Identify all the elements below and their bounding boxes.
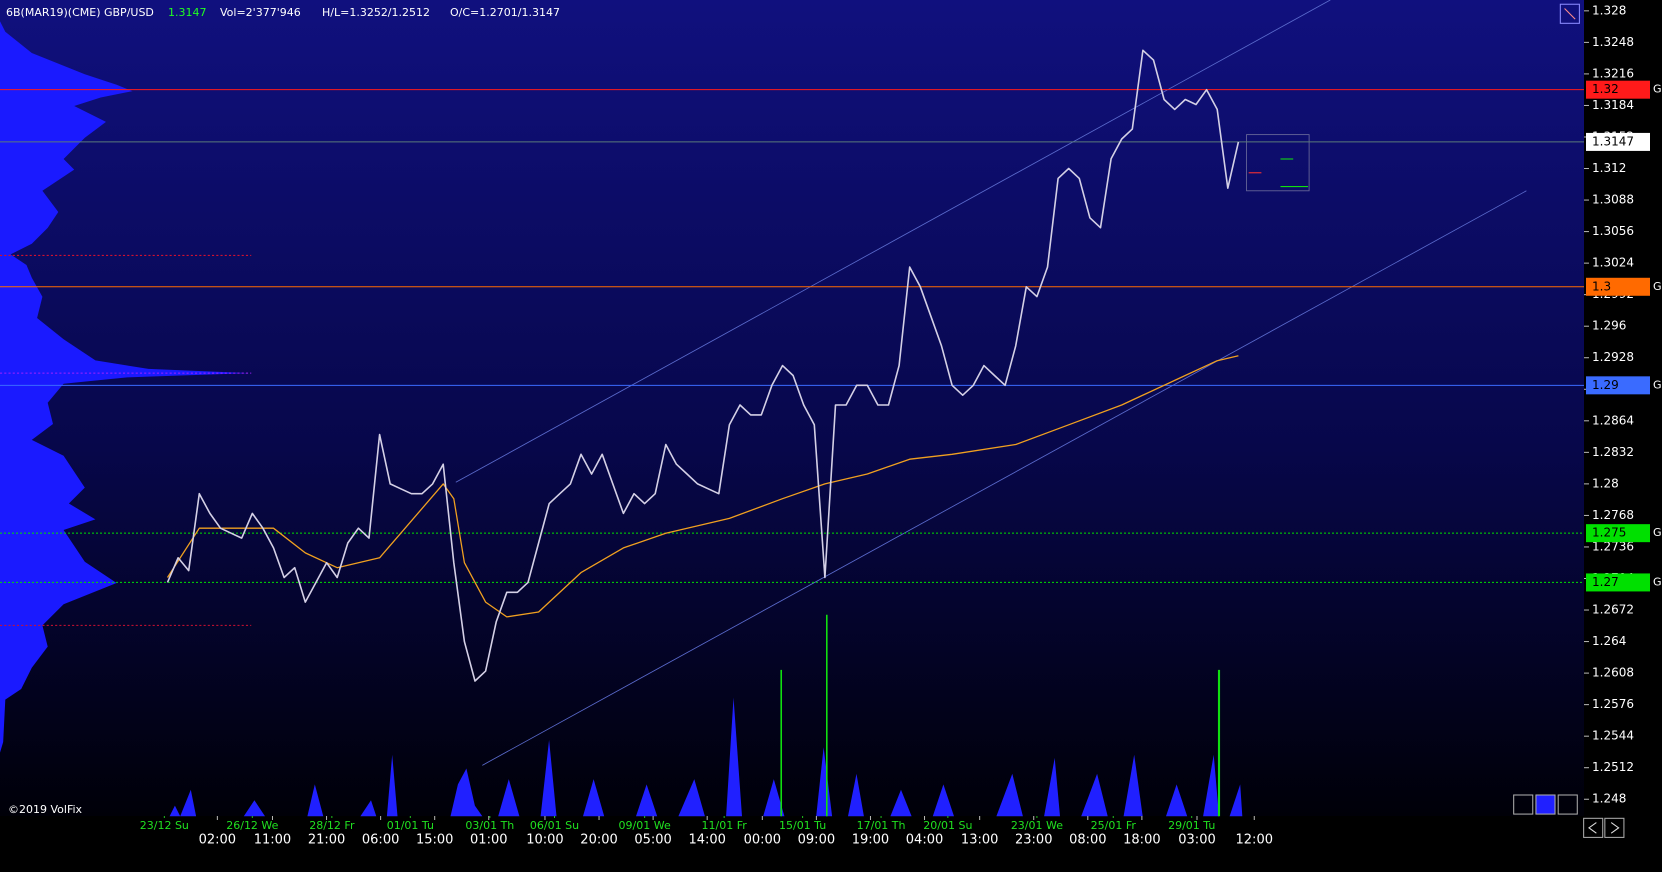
x-tick-label: 19:00 [852,833,889,848]
y-tick-label: 1.3184 [1592,98,1634,112]
y-tick-label: 1.3216 [1592,66,1634,80]
tool-icon-glyph [1564,8,1576,20]
level-flag: G [1653,526,1662,539]
date-tick-label: 25/01 Fr [1091,819,1137,832]
date-tick-label: 03/01 Th [465,819,514,832]
level-tag-label: 1.3 [1592,279,1611,293]
x-tick-label: 04:00 [906,833,943,848]
date-tick-label: 23/12 Su [140,819,189,832]
x-tick-label: 14:00 [688,833,725,848]
x-tick-label: 03:00 [1178,833,1215,848]
level-tag [1586,80,1650,99]
x-tick-label: 18:00 [1123,833,1160,848]
x-tick-label: 10:00 [526,833,563,848]
date-tick-label: 15/01 Tu [779,819,826,832]
tool-icon[interactable] [1559,3,1580,24]
y-tick-label: 1.28 [1592,476,1619,490]
y-tick-label: 1.312 [1592,161,1626,175]
mini-widget [1246,134,1310,192]
channel-line [455,0,1331,483]
x-tick-label: 02:00 [199,833,236,848]
x-tick-label: 15:00 [416,833,453,848]
date-tick-label: 29/01 Tu [1168,819,1215,832]
date-tick-label: 28/12 Fr [309,819,355,832]
x-tick-label: 21:00 [308,833,345,848]
y-tick-label: 1.3248 [1592,35,1634,49]
y-tick-label: 1.2544 [1592,729,1634,743]
x-tick-label: 12:00 [1236,833,1273,848]
x-tick-label: 09:00 [798,833,835,848]
time-axis-background [0,816,1584,872]
level-tag [1586,376,1650,395]
level-flag: G [1653,378,1662,391]
x-tick-label: 00:00 [744,833,781,848]
date-tick-label: 26/12 We [226,819,278,832]
date-tick-label: 17/01 Th [857,819,906,832]
y-tick-label: 1.248 [1592,792,1626,806]
layout-button[interactable] [1535,794,1556,815]
last-price-tag-label: 1.3147 [1592,134,1634,148]
y-tick-label: 1.296 [1592,319,1626,333]
open-close: O/C=1.2701/1.3147 [450,6,560,19]
symbol: 6B(MAR19)(CME) GBP/USD [6,6,154,19]
high-low: H/L=1.3252/1.2512 [322,6,430,19]
copyright: ©2019 VolFix [8,803,83,816]
y-tick-label: 1.264 [1592,634,1626,648]
level-tag-label: 1.29 [1592,378,1619,392]
x-tick-label: 13:00 [961,833,998,848]
last-price-tag [1586,132,1650,151]
y-tick-label: 1.3024 [1592,256,1634,270]
y-tick-label: 1.3088 [1592,193,1634,207]
volume-bars [169,697,1243,817]
volume-profile [0,21,250,753]
y-tick-label: 1.2576 [1592,697,1634,711]
scroll-button[interactable] [1583,817,1604,838]
last-price: 1.3147 [168,6,207,19]
date-tick-label: 01/01 Tu [387,819,434,832]
y-tick-label: 1.2608 [1592,666,1634,680]
date-tick-label: 23/01 We [1011,819,1063,832]
date-tick-label: 20/01 Su [923,819,972,832]
price-line [166,49,1240,682]
x-tick-label: 08:00 [1069,833,1106,848]
y-tick-label: 1.2928 [1592,350,1634,364]
level-tag [1586,277,1650,296]
level-flag: G [1653,83,1662,96]
y-tick-label: 1.328 [1592,3,1626,17]
x-tick-label: 11:00 [254,833,291,848]
level-tag-label: 1.32 [1592,82,1619,96]
volume: Vol=2'377'946 [220,6,301,19]
level-tag [1586,573,1650,592]
y-tick-label: 1.3056 [1592,224,1634,238]
x-tick-label: 01:00 [470,833,507,848]
y-tick-label: 1.2672 [1592,603,1634,617]
x-tick-label: 20:00 [580,833,617,848]
scroll-arrow [1588,822,1597,834]
date-tick-label: 06/01 Su [530,819,579,832]
y-tick-label: 1.2768 [1592,508,1634,522]
level-tag-label: 1.275 [1592,526,1626,540]
level-flag: G [1653,280,1662,293]
y-tick-label: 1.2512 [1592,760,1634,774]
date-tick-label: 11/01 Fr [702,819,748,832]
x-tick-label: 05:00 [634,833,671,848]
date-tick-label: 09/01 We [619,819,671,832]
plot-background [0,0,1584,816]
layout-button[interactable] [1513,794,1534,815]
x-tick-label: 23:00 [1015,833,1052,848]
scroll-button[interactable] [1604,817,1625,838]
level-tag [1586,524,1650,543]
scroll-arrow [1610,822,1620,834]
level-flag: G [1653,575,1662,588]
y-tick-label: 1.2864 [1592,413,1634,427]
level-tag-label: 1.27 [1592,575,1619,589]
y-tick-label: 1.2832 [1592,445,1634,459]
y-tick-label: 1.2736 [1592,539,1634,553]
layout-button[interactable] [1557,794,1578,815]
x-tick-label: 06:00 [362,833,399,848]
